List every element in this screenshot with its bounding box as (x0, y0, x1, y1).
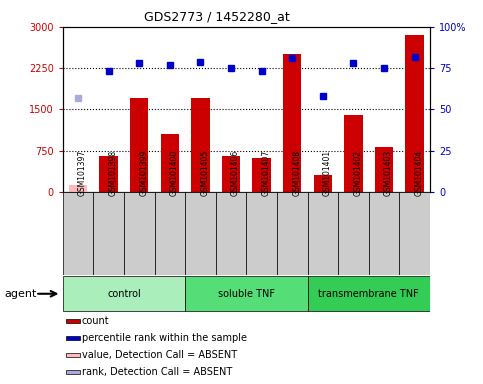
Bar (277, 192, 308, 275)
Bar (253, 158, 271, 192)
Text: GSM101398: GSM101398 (109, 150, 118, 196)
Bar (375, 147, 393, 192)
Bar (216, 192, 246, 275)
Text: transmembrane TNF: transmembrane TNF (318, 289, 419, 299)
Bar (283, 55, 301, 192)
Text: soluble TNF: soluble TNF (218, 289, 275, 299)
Bar (93, 192, 124, 275)
Bar (130, 98, 148, 192)
Bar (67, 353, 80, 357)
Bar (369, 192, 399, 275)
Text: rank, Detection Call = ABSENT: rank, Detection Call = ABSENT (82, 367, 232, 377)
Text: GSM101401: GSM101401 (323, 150, 332, 196)
Bar (124, 192, 155, 275)
Text: GSM101406: GSM101406 (231, 150, 240, 196)
Text: GSM101408: GSM101408 (292, 150, 301, 196)
Bar (338, 192, 369, 275)
Text: GSM101404: GSM101404 (414, 150, 424, 196)
Bar (69, 185, 87, 192)
Text: agent: agent (5, 289, 37, 299)
Bar (155, 192, 185, 275)
Bar (191, 98, 210, 192)
Text: GSM101402: GSM101402 (354, 150, 362, 196)
Text: GSM101403: GSM101403 (384, 150, 393, 196)
Bar (99, 156, 118, 192)
Text: GSM101397: GSM101397 (78, 150, 87, 196)
Bar (222, 156, 240, 192)
Text: GSM101400: GSM101400 (170, 150, 179, 196)
Text: count: count (82, 316, 110, 326)
Bar (161, 134, 179, 192)
Bar (67, 336, 80, 340)
Bar (246, 192, 277, 275)
Bar (344, 115, 363, 192)
Bar (313, 175, 332, 192)
Bar (185, 192, 216, 275)
Bar (67, 319, 80, 323)
Bar (63, 192, 93, 275)
Bar (67, 370, 80, 374)
Bar (63, 276, 185, 311)
Text: percentile rank within the sample: percentile rank within the sample (82, 333, 247, 343)
Text: GSM101407: GSM101407 (262, 150, 270, 196)
Bar (308, 192, 338, 275)
Bar (405, 35, 424, 192)
Text: GDS2773 / 1452280_at: GDS2773 / 1452280_at (144, 10, 290, 23)
Bar (399, 192, 430, 275)
Bar (185, 276, 308, 311)
Text: GSM101405: GSM101405 (200, 150, 210, 196)
Text: value, Detection Call = ABSENT: value, Detection Call = ABSENT (82, 350, 237, 360)
Bar (308, 276, 430, 311)
Text: GSM101399: GSM101399 (139, 150, 148, 196)
Text: control: control (107, 289, 141, 299)
